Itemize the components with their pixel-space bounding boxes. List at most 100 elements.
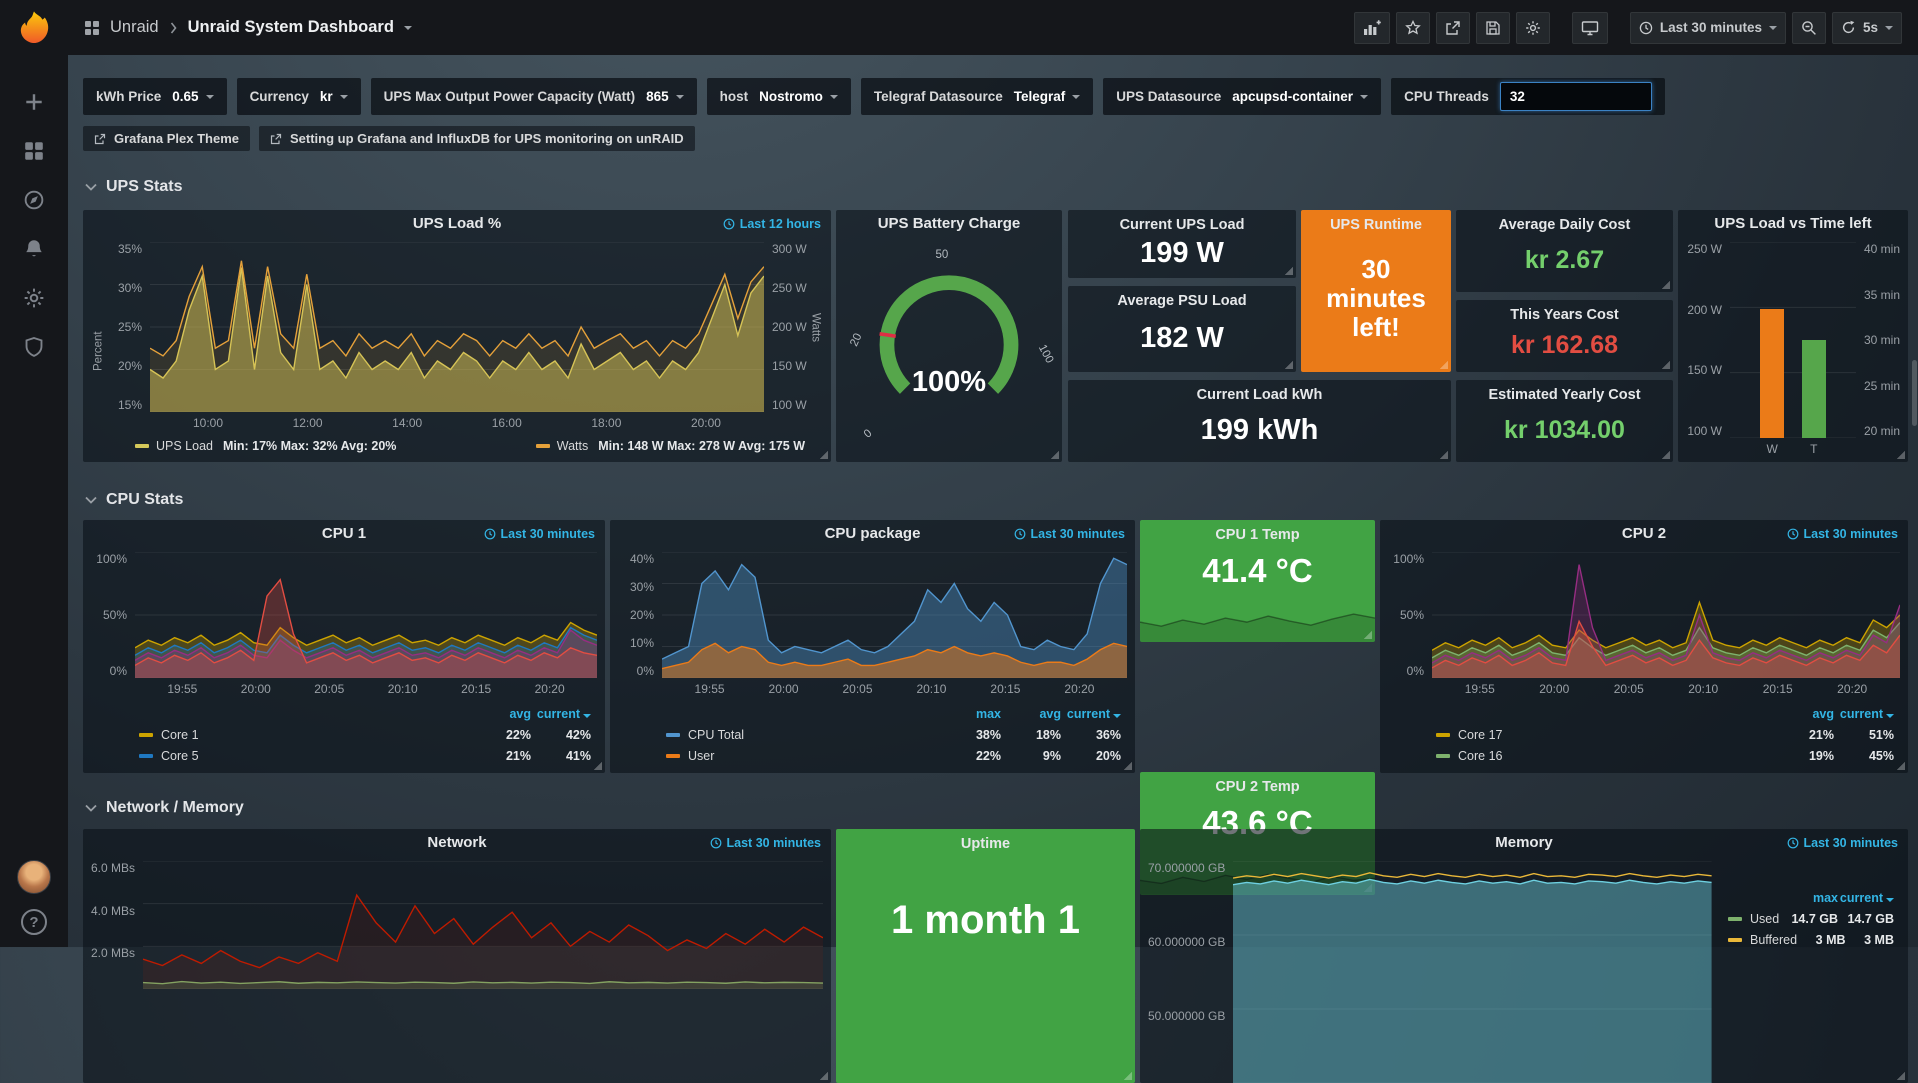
- panel-title[interactable]: CPU 2: [1621, 525, 1667, 542]
- clock-icon: [484, 528, 495, 540]
- variable-kwh-price[interactable]: kWh Price 0.65: [83, 78, 227, 115]
- panel-title[interactable]: UPS Load vs Time left: [1714, 215, 1872, 232]
- y-tick: 0%: [636, 664, 654, 678]
- legend-row[interactable]: Core 17 21% 51%: [1436, 724, 1894, 745]
- y-tick: 2.0 MBs: [91, 946, 136, 961]
- legend-row[interactable]: User 22% 9% 20%: [666, 745, 1121, 766]
- legend-row[interactable]: Buffered 3 MB 3 MB: [1728, 929, 1894, 950]
- variable-ups-datasource[interactable]: UPS Datasource apcupsd-container: [1103, 78, 1382, 115]
- panel-title[interactable]: Current UPS Load: [1119, 217, 1245, 233]
- section-ups-stats[interactable]: UPS Stats: [85, 176, 182, 198]
- clock-icon: [1014, 528, 1025, 540]
- plot-area[interactable]: [1233, 861, 1712, 1083]
- section-network-memory[interactable]: Network / Memory: [85, 797, 244, 819]
- legend-header-cell[interactable]: avg: [1812, 706, 1834, 721]
- zoom-out-button[interactable]: [1791, 11, 1826, 44]
- legend-header-cell[interactable]: avg: [509, 706, 531, 721]
- server-admin-shield-icon[interactable]: [23, 336, 45, 358]
- legend-header: avg current: [1436, 703, 1894, 724]
- panel-title[interactable]: Uptime: [960, 836, 1011, 852]
- panel-title[interactable]: UPS Runtime: [1330, 217, 1422, 233]
- grafana-logo-icon[interactable]: [15, 9, 53, 47]
- variable-value-dropdown[interactable]: 0.65: [172, 89, 214, 104]
- plot-area[interactable]: [1730, 242, 1856, 438]
- dashboard-title[interactable]: Unraid System Dashboard: [187, 18, 394, 36]
- section-cpu-stats[interactable]: CPU Stats: [85, 489, 183, 511]
- legend-header-cell[interactable]: max: [975, 706, 1001, 721]
- panel-title[interactable]: UPS Load %: [412, 215, 502, 232]
- link-ups-monitoring-guide[interactable]: Setting up Grafana and InfluxDB for UPS …: [259, 126, 695, 151]
- explore-compass-icon[interactable]: [23, 189, 45, 211]
- panel-title[interactable]: Memory: [1495, 834, 1553, 851]
- legend-value: 9%: [1042, 748, 1061, 763]
- panel-title[interactable]: This Years Cost: [1510, 307, 1619, 323]
- help-icon[interactable]: ?: [21, 909, 47, 935]
- star-button[interactable]: [1395, 11, 1430, 44]
- configuration-gear-icon[interactable]: [23, 287, 45, 309]
- create-plus-icon[interactable]: [23, 91, 45, 113]
- legend-header-cell[interactable]: current: [531, 707, 591, 721]
- legend: max avg current CPU Total 38% 18% 36% User 22% 9%…: [610, 702, 1135, 773]
- variable-ups-max-output[interactable]: UPS Max Output Power Capacity (Watt) 865: [370, 78, 697, 115]
- plot-area[interactable]: [1432, 552, 1900, 678]
- bar-w[interactable]: [1760, 308, 1785, 438]
- dashboards-icon[interactable]: [23, 140, 45, 162]
- legend-row[interactable]: Core 16 19% 45%: [1436, 745, 1894, 766]
- legend-header-cell[interactable]: current: [1061, 707, 1121, 721]
- page-scrollbar-thumb[interactable]: [1912, 360, 1917, 426]
- panel-title[interactable]: CPU 1 Temp: [1215, 527, 1300, 543]
- legend-item[interactable]: UPS Load Min: 17% Max: 32% Avg: 20%: [135, 439, 396, 453]
- variable-host[interactable]: host Nostromo: [706, 78, 851, 115]
- user-avatar[interactable]: [17, 860, 51, 894]
- add-panel-button[interactable]: [1353, 11, 1390, 44]
- panel-title[interactable]: CPU 2 Temp: [1215, 779, 1300, 795]
- legend-row[interactable]: Core 1 22% 42%: [139, 724, 591, 745]
- y-tick: 40 min: [1863, 242, 1900, 256]
- panel-title[interactable]: Average PSU Load: [1117, 293, 1247, 309]
- save-icon: [1486, 20, 1500, 35]
- variable-value-dropdown[interactable]: Nostromo: [759, 89, 838, 104]
- legend-row[interactable]: Core 5 21% 41%: [139, 745, 591, 766]
- panel-title[interactable]: CPU 1: [321, 525, 367, 542]
- legend-row[interactable]: CPU Total 38% 18% 36%: [666, 724, 1121, 745]
- variable-value-dropdown[interactable]: apcupsd-container: [1232, 89, 1369, 104]
- panel-title[interactable]: Network: [427, 834, 487, 851]
- legend-header-cell[interactable]: avg: [1039, 706, 1061, 721]
- panel-title[interactable]: UPS Battery Charge: [877, 215, 1021, 232]
- panel-title[interactable]: Estimated Yearly Cost: [1488, 387, 1641, 403]
- plot-area[interactable]: [143, 861, 823, 989]
- dashboard-settings-button[interactable]: [1515, 11, 1550, 44]
- legend-stats: Min: 17% Max: 32% Avg: 20%: [222, 438, 397, 453]
- cpu-threads-input[interactable]: [1499, 82, 1652, 111]
- variable-telegraf-datasource[interactable]: Telegraf Datasource Telegraf: [860, 78, 1094, 115]
- variable-value-dropdown[interactable]: kr: [320, 89, 348, 104]
- panel-title[interactable]: CPU package: [824, 525, 921, 542]
- link-grafana-plex-theme[interactable]: Grafana Plex Theme: [83, 126, 250, 151]
- save-button[interactable]: [1475, 11, 1510, 44]
- share-button[interactable]: [1435, 11, 1470, 44]
- time-range-picker[interactable]: Last 30 minutes: [1629, 11, 1786, 44]
- legend-row[interactable]: Used 14.7 GB 14.7 GB: [1728, 908, 1894, 929]
- variable-value-dropdown[interactable]: Telegraf: [1014, 89, 1081, 104]
- legend-value: 19%: [1808, 748, 1834, 763]
- variable-currency[interactable]: Currency kr: [236, 78, 361, 115]
- row-network-memory: Network Last 30 minutes 6.0 MBs 4.0 MBs 2.…: [83, 829, 1908, 1083]
- plot-area[interactable]: [150, 242, 764, 412]
- chevron-down-icon[interactable]: [403, 25, 412, 30]
- alerting-bell-icon[interactable]: [23, 238, 45, 260]
- panel-title[interactable]: Current Load kWh: [1196, 387, 1323, 403]
- x-tick: 16:00: [491, 416, 522, 430]
- bar-t[interactable]: [1801, 340, 1826, 438]
- breadcrumb-app[interactable]: Unraid: [110, 18, 159, 36]
- legend-header-cell[interactable]: current: [1838, 891, 1894, 905]
- cycle-view-button[interactable]: [1571, 11, 1608, 44]
- legend-header-cell[interactable]: max: [1812, 890, 1838, 905]
- plot-area[interactable]: [662, 552, 1127, 678]
- monitor-icon: [1581, 20, 1599, 35]
- variable-value-dropdown[interactable]: 865: [646, 89, 684, 104]
- panel-title[interactable]: Average Daily Cost: [1498, 217, 1631, 233]
- plot-area[interactable]: [135, 552, 597, 678]
- refresh-button[interactable]: 5s: [1831, 11, 1902, 44]
- legend-header-cell[interactable]: current: [1834, 707, 1894, 721]
- legend-item[interactable]: Watts Min: 148 W Max: 278 W Avg: 175 W: [535, 439, 805, 453]
